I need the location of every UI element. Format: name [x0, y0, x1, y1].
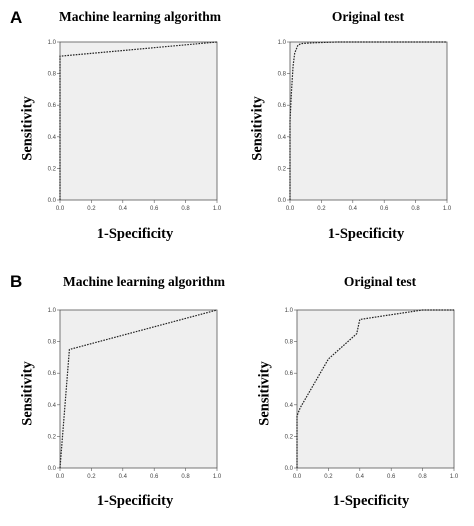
chart-title: Machine learning algorithm — [63, 274, 225, 289]
x-tick-label: 0.2 — [87, 474, 96, 480]
y-tick-label: 0.0 — [278, 198, 287, 204]
plot-area — [59, 309, 218, 469]
y-tick-label: 0.6 — [285, 371, 294, 377]
x-tick-label: 0.4 — [356, 474, 365, 480]
y-tick-label: 0.4 — [278, 135, 287, 141]
x-axis-label: 1-Specificity — [327, 226, 405, 242]
x-tick-label: 0.8 — [181, 206, 190, 212]
y-tick-label: 0.0 — [48, 466, 57, 472]
y-tick-label: 0.8 — [278, 72, 287, 78]
x-tick-label: 0.0 — [293, 474, 302, 480]
y-tick-label: 0.0 — [285, 466, 294, 472]
roc-chart-a-ml: 0.0 0.2 0.4 0.6 0.8 1.0 0.0 0.2 0.4 0.6 0.8 1.0 — [48, 40, 222, 212]
x-tick-label: 0.4 — [119, 206, 128, 212]
y-tick-label: 0.2 — [48, 434, 57, 440]
x-tick-label: 0.2 — [87, 206, 96, 212]
x-tick-label: 0.4 — [349, 206, 358, 212]
y-tick-label: 0.4 — [48, 403, 57, 409]
x-axis-label: 1-Specificity — [96, 493, 174, 509]
y-tick-label: 0.6 — [48, 371, 57, 377]
x-axis-label: 1-Specificity — [332, 493, 410, 509]
x-tick-label: 0.6 — [380, 206, 389, 212]
chart-title: Machine learning algorithm — [59, 9, 221, 24]
x-tick-label: 0.0 — [286, 206, 295, 212]
y-axis-label: Sensitivity — [256, 361, 273, 426]
roc-curve-line — [59, 309, 218, 469]
y-axis-label: Sensitivity — [19, 96, 36, 161]
x-tick-label: 0.4 — [119, 474, 128, 480]
x-tick-label: 0.0 — [56, 474, 65, 480]
x-tick-label: 0.0 — [56, 206, 65, 212]
y-axis-label: Sensitivity — [19, 361, 36, 426]
roc-curve-line — [59, 41, 218, 200]
y-tick-label: 0.4 — [48, 135, 57, 141]
y-tick-label: 1.0 — [285, 308, 294, 314]
y-axis-label: Sensitivity — [249, 96, 266, 161]
roc-curve-line — [296, 309, 454, 468]
y-tick-label: 0.6 — [48, 103, 57, 109]
y-tick-label: 0.2 — [285, 434, 294, 440]
roc-chart-b-original: 0.0 0.2 0.4 0.6 0.8 1.0 0.0 0.2 0.4 0.6 0.8 1.0 — [285, 308, 459, 480]
x-tick-label: 0.2 — [324, 474, 333, 480]
x-tick-label: 1.0 — [213, 206, 222, 212]
y-tick-label: 1.0 — [278, 40, 287, 46]
roc-chart-b-ml: 0.0 0.2 0.4 0.6 0.8 1.0 0.0 0.2 0.4 0.6 0.8 1.0 — [48, 308, 222, 480]
x-tick-label: 1.0 — [450, 474, 459, 480]
chart-title: Original test — [331, 9, 405, 24]
plot-area — [289, 41, 448, 201]
x-tick-label: 0.6 — [150, 474, 159, 480]
x-tick-label: 0.8 — [411, 206, 420, 212]
y-tick-label: 0.4 — [285, 403, 294, 409]
x-tick-label: 0.6 — [150, 206, 159, 212]
y-tick-label: 0.2 — [278, 166, 287, 172]
y-tick-label: 0.0 — [48, 198, 57, 204]
y-tick-label: 1.0 — [48, 308, 57, 314]
y-tick-label: 0.8 — [48, 340, 57, 346]
roc-curve-line — [289, 41, 447, 200]
y-tick-label: 0.2 — [48, 166, 57, 172]
chart-title: Original test — [343, 274, 417, 289]
x-tick-label: 1.0 — [213, 474, 222, 480]
x-axis-label: 1-Specificity — [96, 226, 174, 242]
y-tick-label: 1.0 — [48, 40, 57, 46]
x-tick-label: 1.0 — [443, 206, 452, 212]
x-tick-label: 0.2 — [317, 206, 326, 212]
x-tick-label: 0.8 — [181, 474, 190, 480]
panel-letter-b: B — [10, 272, 23, 291]
roc-chart-a-original: 0.0 0.2 0.4 0.6 0.8 1.0 0.0 0.2 0.4 0.6 0.8 1.0 — [278, 40, 452, 212]
y-tick-label: 0.8 — [48, 72, 57, 78]
panel-letter-a: A — [10, 8, 23, 27]
y-tick-label: 0.6 — [278, 103, 287, 109]
x-tick-label: 0.8 — [418, 474, 427, 480]
plot-area — [296, 309, 455, 469]
x-tick-label: 0.6 — [387, 474, 396, 480]
plot-area — [59, 41, 218, 201]
y-tick-label: 0.8 — [285, 340, 294, 346]
